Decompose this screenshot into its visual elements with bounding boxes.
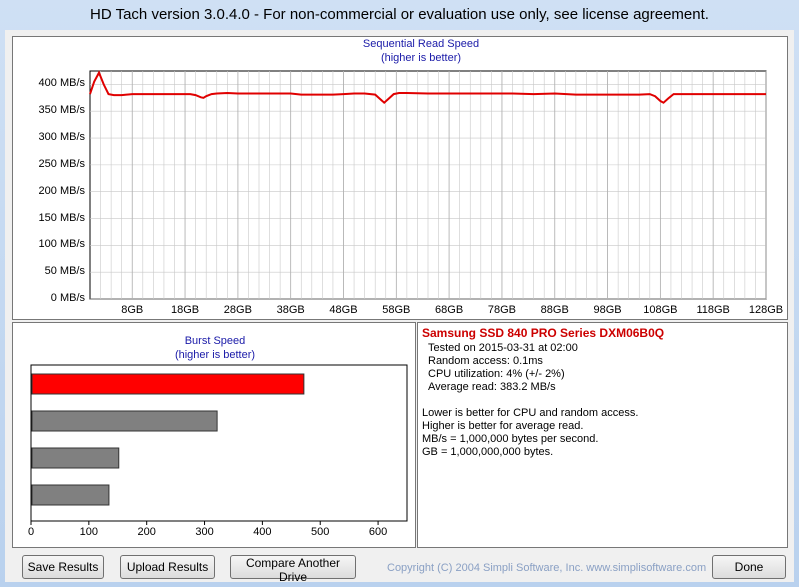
seq-x-tick-label: 98GB	[593, 304, 622, 316]
seq-x-tick-label: 118GB	[696, 304, 730, 316]
drive-name: Samsung SSD 840 PRO Series DXM06B0Q	[422, 326, 665, 340]
note-mbs-def: MB/s = 1,000,000 bytes per second.	[422, 433, 599, 445]
note-gb-def: GB = 1,000,000,000 bytes.	[422, 446, 554, 458]
burst-chart-subtitle: (higher is better)	[174, 349, 256, 361]
seq-y-tick-label: 250 MB/s	[38, 157, 85, 170]
seq-x-tick-label: 128GB	[748, 304, 784, 316]
seq-x-tick-label: 88GB	[540, 304, 569, 316]
seq-chart-title: Sequential Read Speed	[362, 38, 480, 50]
random-access: Random access: 0.1ms	[428, 355, 543, 367]
seq-chart-subtitle: (higher is better)	[380, 52, 462, 64]
seq-x-tick-label: 8GB	[121, 304, 144, 316]
burst-speed-chart	[30, 364, 408, 525]
seq-x-tick-label: 18GB	[170, 304, 200, 316]
copyright-text: Copyright (C) 2004 Simpli Software, Inc.…	[387, 562, 707, 574]
seq-x-tick-label: 108GB	[643, 304, 678, 316]
note-higher-better: Higher is better for average read.	[422, 420, 584, 432]
seq-x-tick-label: 58GB	[382, 304, 411, 316]
seq-x-tick-label: 68GB	[435, 304, 464, 316]
done-button[interactable]: Done	[712, 555, 786, 579]
burst-x-tick-label: 300	[195, 526, 214, 538]
burst-x-tick-label: 400	[253, 526, 272, 538]
seq-y-tick-label: 50 MB/s	[44, 265, 85, 278]
burst-x-tick-label: 500	[311, 526, 330, 538]
seq-x-tick-label: 28GB	[223, 304, 252, 316]
save-results-button[interactable]: Save Results	[22, 555, 104, 579]
burst-x-tick-label: 600	[368, 526, 388, 538]
note-lower-better: Lower is better for CPU and random acces…	[422, 407, 639, 419]
upload-results-button[interactable]: Upload Results	[120, 555, 215, 579]
seq-x-tick-label: 78GB	[487, 304, 516, 316]
seq-y-tick-label: 300 MB/s	[38, 131, 85, 144]
sequential-read-panel: Sequential Read Speed (higher is better)…	[12, 36, 788, 320]
burst-bar	[31, 447, 120, 469]
seq-read-line	[89, 70, 766, 105]
seq-y-tick-label: 400 MB/s	[38, 77, 85, 90]
seq-x-tick-label: 48GB	[329, 304, 358, 316]
client-area: Sequential Read Speed (higher is better)…	[5, 30, 794, 584]
burst-bar	[31, 410, 218, 432]
average-read: Average read: 383.2 MB/s	[428, 381, 556, 393]
burst-chart-title: Burst Speed	[184, 335, 246, 347]
burst-x-tick-label: 100	[79, 526, 99, 538]
sequential-read-chart	[89, 70, 767, 300]
burst-bar	[31, 373, 305, 395]
seq-y-tick-label: 200 MB/s	[38, 184, 85, 197]
seq-y-tick-label: 350 MB/s	[38, 104, 85, 117]
drive-info-panel: Samsung SSD 840 PRO Series DXM06B0Q Test…	[417, 322, 788, 548]
seq-y-tick-label: 150 MB/s	[38, 211, 85, 224]
window-title: HD Tach version 3.0.4.0 - For non-commer…	[90, 6, 709, 23]
test-date: Tested on 2015-03-31 at 02:00	[428, 342, 578, 354]
seq-y-tick-label: 0 MB/s	[50, 292, 85, 304]
seq-y-tick-label: 100 MB/s	[38, 238, 85, 251]
seq-x-tick-label: 38GB	[276, 304, 305, 316]
compare-drive-button[interactable]: Compare Another Drive	[230, 555, 356, 584]
cpu-utilization: CPU utilization: 4% (+/- 2%)	[428, 368, 565, 380]
burst-speed-panel: Burst Speed (higher is better) 0 100 200 30…	[12, 322, 416, 548]
burst-x-tick-label: 200	[137, 526, 156, 538]
burst-bar	[31, 484, 110, 506]
burst-x-tick-label: 0	[27, 526, 35, 538]
